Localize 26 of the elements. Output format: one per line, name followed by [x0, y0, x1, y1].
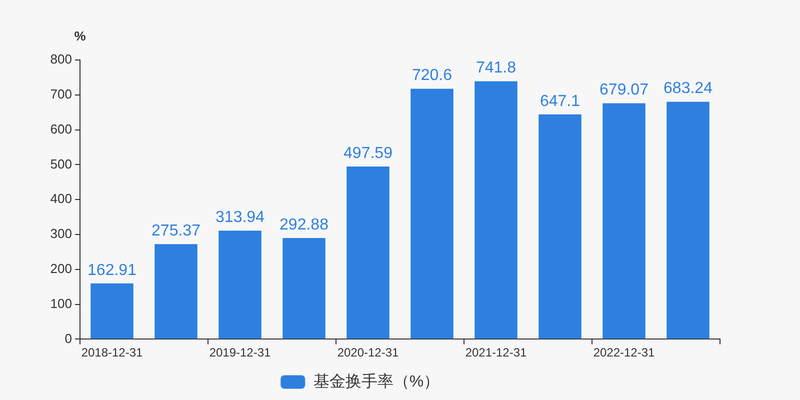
x-tick-label: 2018-12-31	[81, 346, 144, 360]
y-tick-label: 0	[64, 330, 72, 346]
data-label: 679.07	[600, 82, 649, 99]
x-tick-label: 2019-12-31	[209, 346, 272, 360]
data-label: 741.8	[476, 60, 516, 77]
y-tick-label: 300	[50, 226, 72, 242]
y-tick-label: 700	[50, 86, 72, 102]
y-tick-label: 400	[50, 191, 72, 206]
x-tick-label: 2021-12-31	[465, 346, 528, 360]
y-axis-title: %	[74, 28, 86, 44]
data-label: 720.6	[412, 67, 452, 84]
data-label: 683.24	[664, 80, 713, 98]
data-label: 313.94	[216, 209, 265, 226]
data-label: 275.37	[152, 222, 201, 240]
y-tick-label: 500	[50, 156, 72, 172]
data-label: 647.1	[540, 92, 580, 110]
y-tick-label: 200	[50, 260, 72, 276]
x-tick-label: 2020-12-31	[337, 346, 400, 360]
data-label: 292.88	[280, 216, 329, 234]
data-label: 497.59	[344, 144, 393, 162]
y-tick-label: 100	[50, 296, 72, 311]
y-tick-label: 800	[50, 52, 72, 67]
legend-label: 基金换手率（%）	[313, 372, 440, 390]
y-tick-label: 600	[50, 121, 72, 136]
data-label: 162.91	[88, 262, 137, 279]
x-tick-label: 2022-12-31	[593, 346, 656, 360]
